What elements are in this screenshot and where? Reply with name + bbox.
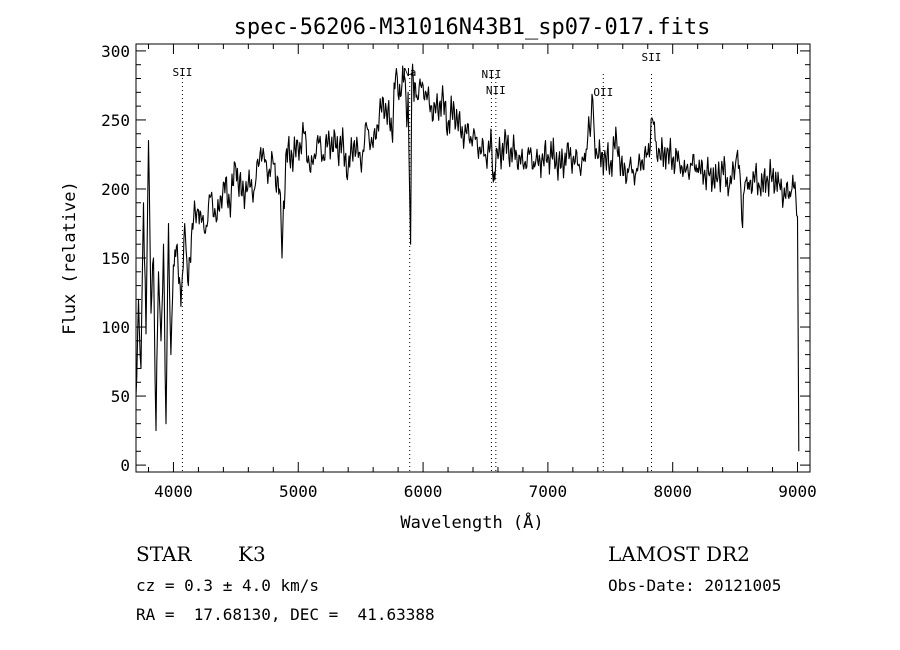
chart-title: spec-56206-M31016N43B1_sp07-017.fits: [234, 15, 711, 40]
spectral-line-label: OII: [593, 86, 613, 99]
x-tick-label: 4000: [154, 482, 193, 501]
y-tick-label: 200: [101, 180, 130, 199]
x-tick-label: 8000: [653, 482, 692, 501]
y-tick-label: 250: [101, 111, 130, 130]
object-subclass-label: K3: [238, 542, 266, 566]
x-axis-label: Wavelength (Å): [400, 511, 543, 533]
y-tick-label: 100: [101, 318, 130, 337]
obs-date-line: Obs-Date: 20121005: [608, 576, 782, 595]
spectral-line-label: NII: [482, 68, 502, 81]
plot-frame: [135, 43, 811, 473]
y-tick-label: 0: [120, 456, 130, 475]
object-class-label: STAR: [136, 542, 192, 566]
y-axis-ticks: 0 50 100 150 200 250 300: [101, 42, 810, 475]
y-axis-label: Flux (relative): [60, 181, 80, 335]
x-tick-label: 5000: [279, 482, 318, 501]
x-tick-label: 6000: [404, 482, 443, 501]
spectral-line-label: NII: [486, 84, 506, 97]
x-axis-ticks: 4000 5000 6000 7000 8000 9000: [147, 44, 817, 501]
spectral-line-label: SII: [172, 66, 192, 79]
y-tick-label: 300: [101, 42, 130, 61]
survey-label: LAMOST DR2: [608, 542, 750, 566]
redshift-line: cz = 0.3 ± 4.0 km/s: [136, 576, 320, 595]
spectral-line-label: SII: [642, 51, 662, 64]
x-tick-label: 7000: [529, 482, 568, 501]
series-line-spectrum: [135, 63, 800, 452]
y-tick-label: 150: [101, 249, 130, 268]
coordinates-line: RA = 17.68130, DEC = 41.63388: [136, 605, 435, 624]
y-tick-label: 50: [111, 387, 130, 406]
x-tick-label: 9000: [778, 482, 817, 501]
